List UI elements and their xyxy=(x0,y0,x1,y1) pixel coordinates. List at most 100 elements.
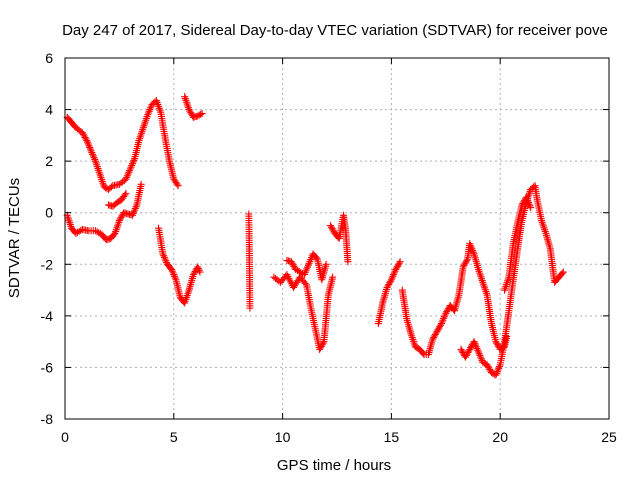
data-point xyxy=(430,334,438,342)
data-point xyxy=(246,304,254,312)
data-point xyxy=(522,193,530,201)
data-point xyxy=(479,358,487,366)
data-point xyxy=(107,183,115,191)
data-point xyxy=(187,109,195,117)
data-point xyxy=(82,135,90,143)
data-point xyxy=(171,272,179,280)
data-point xyxy=(469,248,477,256)
series-arc6 xyxy=(245,210,254,312)
data-point xyxy=(83,137,91,145)
data-point xyxy=(110,231,118,239)
data-point xyxy=(122,189,130,197)
data-point xyxy=(145,107,153,115)
data-point xyxy=(386,279,394,287)
series-arc3 xyxy=(155,224,204,307)
data-point xyxy=(88,149,96,157)
data-point xyxy=(440,313,448,321)
data-point xyxy=(195,111,203,119)
data-point xyxy=(391,267,399,275)
data-point xyxy=(494,366,502,374)
data-point xyxy=(469,247,477,255)
data-point xyxy=(127,163,135,171)
data-point xyxy=(197,110,205,118)
data-point xyxy=(124,170,132,178)
data-point xyxy=(186,107,194,115)
data-point xyxy=(100,183,108,191)
data-point xyxy=(87,147,95,155)
data-point xyxy=(159,250,167,258)
data-point xyxy=(128,211,136,219)
x-axis-label: GPS time / hours xyxy=(277,457,391,474)
plot-frame xyxy=(64,57,610,420)
data-point xyxy=(144,111,152,119)
data-point xyxy=(462,352,470,360)
data-point xyxy=(301,279,309,287)
data-point xyxy=(463,350,471,358)
axis-ticks: 0 5 10 15 20 25 -8 -6 -4 -2 0 2 4 6 xyxy=(41,50,617,445)
data-point xyxy=(471,339,479,347)
data-point xyxy=(290,262,298,270)
data-point xyxy=(431,330,439,338)
data-point xyxy=(84,140,92,148)
data-point xyxy=(434,326,442,334)
data-point xyxy=(174,182,182,190)
data-point xyxy=(162,257,170,265)
data-point xyxy=(329,273,337,281)
y-tick-label: 6 xyxy=(45,50,53,66)
x-tick-label: 25 xyxy=(601,429,617,445)
data-point xyxy=(185,106,193,114)
data-point xyxy=(195,266,203,274)
data-point xyxy=(474,348,482,356)
data-point xyxy=(116,215,124,223)
data-point xyxy=(319,339,327,347)
series-arc11 xyxy=(398,240,511,359)
data-point xyxy=(89,150,97,158)
data-point xyxy=(443,308,451,316)
data-point xyxy=(439,316,447,324)
data-point xyxy=(468,245,476,253)
data-point xyxy=(126,167,134,175)
data-point xyxy=(395,259,403,267)
data-point xyxy=(437,321,445,329)
series-arc4 xyxy=(181,93,206,121)
x-tick-label: 15 xyxy=(384,429,400,445)
data-point xyxy=(475,350,483,358)
data-point xyxy=(463,257,471,265)
y-tick-label: 0 xyxy=(45,205,53,221)
data-point xyxy=(198,109,206,117)
data-point xyxy=(472,341,480,349)
data-point xyxy=(473,345,481,353)
data-point xyxy=(196,268,204,276)
data-point xyxy=(526,202,534,210)
data-point xyxy=(435,324,443,332)
data-point xyxy=(387,277,395,285)
data-point xyxy=(122,175,130,183)
data-point xyxy=(90,154,98,162)
y-tick-label: -6 xyxy=(41,359,54,375)
data-point xyxy=(329,226,337,234)
chart-title: Day 247 of 2017, Sidereal Day-to-day VTE… xyxy=(62,22,608,39)
y-tick-label: -8 xyxy=(41,411,54,427)
data-point xyxy=(137,180,145,188)
data-point xyxy=(312,254,320,262)
data-point xyxy=(467,344,475,352)
y-tick-label: 2 xyxy=(45,153,53,169)
data-point xyxy=(484,362,492,370)
data-point xyxy=(461,353,469,361)
data-point xyxy=(444,306,452,314)
data-point xyxy=(129,158,137,166)
y-tick-label: -4 xyxy=(41,308,54,324)
data-point xyxy=(121,191,129,199)
data-point xyxy=(86,143,94,151)
data-point xyxy=(432,329,440,337)
data-point xyxy=(322,260,330,268)
data-point xyxy=(117,213,125,221)
data-point xyxy=(160,252,168,260)
data-point xyxy=(457,345,465,353)
data-point xyxy=(492,338,500,346)
data-point xyxy=(89,152,97,160)
data-point xyxy=(559,268,567,276)
y-axis-label: SDTVAR / TECUs xyxy=(6,178,23,298)
data-point xyxy=(126,165,134,173)
